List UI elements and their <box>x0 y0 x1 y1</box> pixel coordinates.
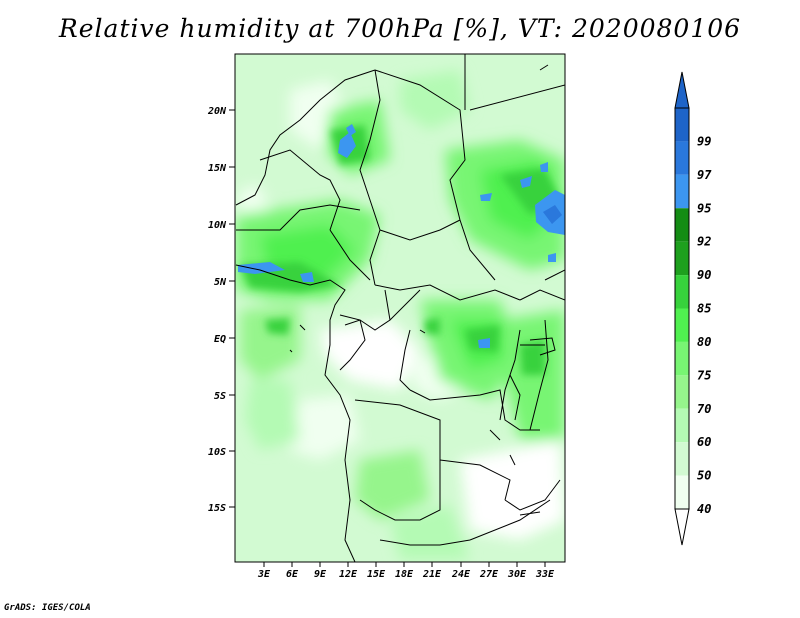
latitude-labels: 20N 15N 10N 5N EQ 5S 10S 15S <box>207 106 235 514</box>
colorbar-segment <box>675 408 689 443</box>
colorbar-below-triangle <box>674 508 690 546</box>
colorbar-segment <box>675 341 689 376</box>
lat-label: EQ <box>214 334 226 345</box>
lon-label: 6E <box>286 569 299 580</box>
colorbar-label: 85 <box>697 302 711 316</box>
colorbar-label: 92 <box>697 235 711 249</box>
lon-label: 3E <box>257 569 271 580</box>
lon-label: 30E <box>507 569 527 580</box>
colorbar-segment <box>675 442 689 476</box>
colorbar-label: 70 <box>697 402 711 416</box>
colorbar: 99 97 95 92 90 85 80 75 70 60 50 40 <box>674 71 712 546</box>
colorbar-segment <box>675 475 689 509</box>
lat-label: 5N <box>214 277 227 288</box>
colorbar-label: 97 <box>697 168 712 182</box>
lat-label: 10S <box>208 447 226 458</box>
lon-label: 15E <box>367 569 386 580</box>
colorbar-segment <box>675 108 689 142</box>
colorbar-label: 80 <box>697 335 711 349</box>
lat-label: 15S <box>208 503 226 514</box>
colorbar-segment <box>675 308 689 342</box>
colorbar-label: 95 <box>697 201 711 215</box>
lon-label: 18E <box>395 569 414 580</box>
colorbar-label: 40 <box>697 502 711 516</box>
colorbar-segment <box>675 241 689 276</box>
lon-label: 27E <box>479 569 499 580</box>
colorbar-label: 75 <box>697 368 711 382</box>
country-borders <box>235 54 565 562</box>
humidity-field <box>235 54 565 562</box>
lat-label: 20N <box>207 106 227 117</box>
colorbar-label: 50 <box>697 469 711 483</box>
colorbar-segment <box>675 275 689 309</box>
lat-label: 10N <box>208 220 227 231</box>
lon-label: 12E <box>339 569 358 580</box>
colorbar-above-triangle <box>674 71 690 109</box>
colorbar-label: 60 <box>697 435 711 449</box>
lat-label: 5S <box>214 391 226 402</box>
lon-label: 21E <box>422 569 442 580</box>
colorbar-segment <box>675 208 689 242</box>
colorbar-label: 90 <box>697 268 711 282</box>
lat-label: 15N <box>208 163 227 174</box>
colorbar-segment <box>675 375 689 409</box>
map-title: Relative humidity at 700hPa [%], VT: 202… <box>58 14 742 43</box>
grads-credit: GrADS: IGES/COLA <box>4 603 91 613</box>
colorbar-segment <box>675 141 689 175</box>
longitude-labels: 3E 6E 9E 12E 15E 18E 21E 24E 27E 30E 33E <box>257 562 555 580</box>
lon-label: 33E <box>535 569 555 580</box>
colorbar-label: 99 <box>697 134 711 148</box>
colorbar-segment <box>675 174 689 209</box>
lon-label: 9E <box>314 569 327 580</box>
map-frame <box>234 53 566 563</box>
lon-label: 24E <box>451 569 471 580</box>
